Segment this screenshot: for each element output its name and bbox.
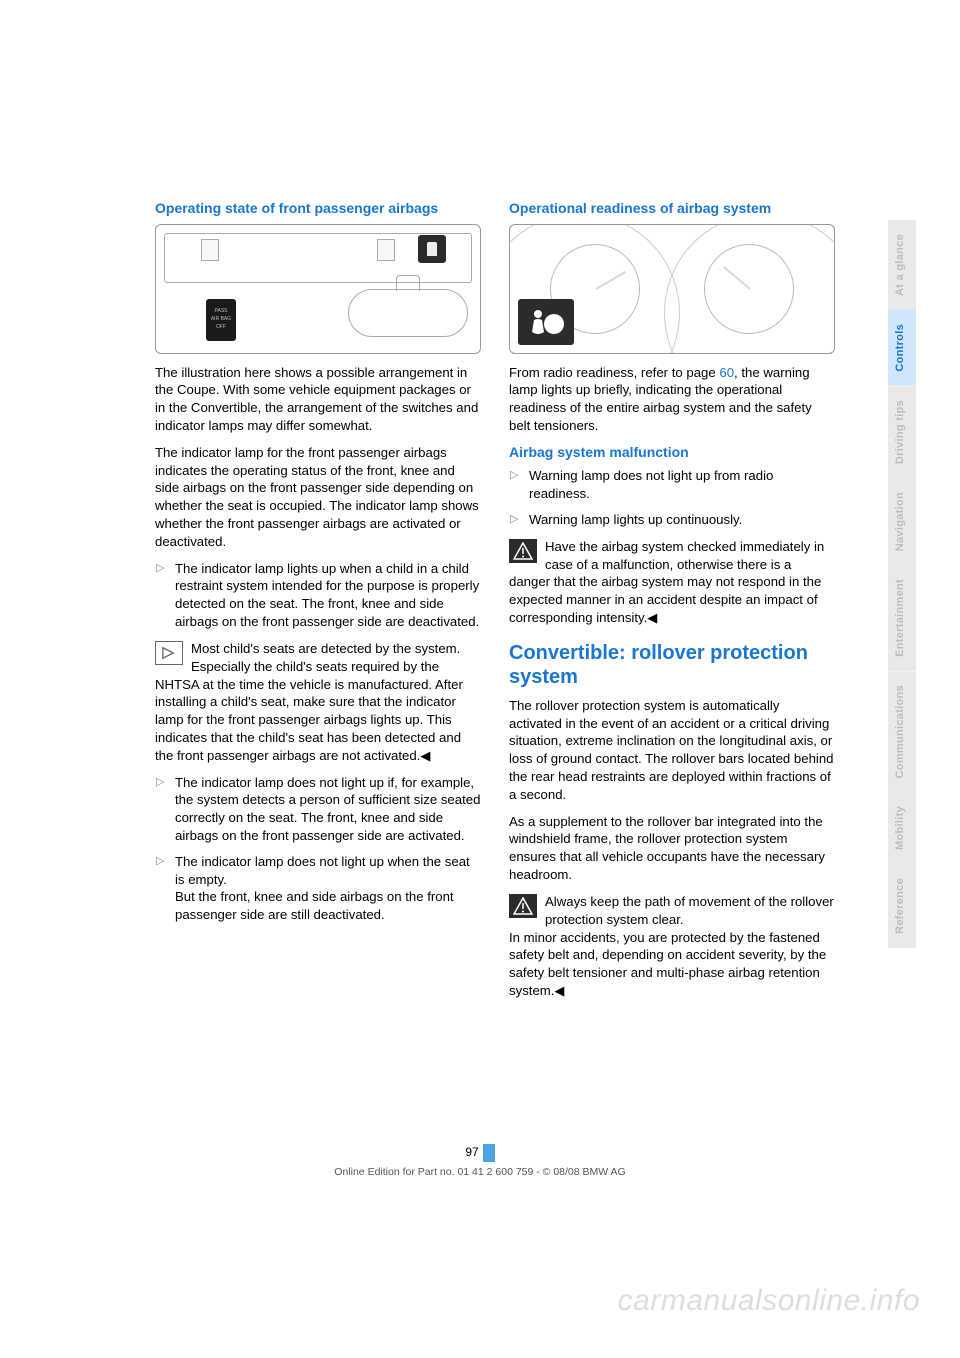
- tab-navigation[interactable]: Navigation: [888, 478, 916, 565]
- left-p1: The illustration here shows a possible a…: [155, 364, 481, 435]
- warning-text-1: Have the airbag system checked immediate…: [509, 539, 824, 625]
- switch-line2: AIR BAG: [211, 316, 231, 323]
- tab-driving-tips[interactable]: Driving tips: [888, 386, 916, 478]
- switch-line1: PASS: [215, 308, 228, 315]
- side-tabs: At a glance Controls Driving tips Naviga…: [888, 220, 916, 948]
- watermark: carmanualsonline.info: [618, 1284, 920, 1318]
- left-list-1: The indicator lamp lights up when a chil…: [155, 560, 481, 631]
- note-callout: Most child's seats are detected by the s…: [155, 640, 481, 765]
- page-footer: 97 Online Edition for Part no. 01 41 2 6…: [0, 1144, 960, 1178]
- page-number: 97: [0, 1144, 960, 1162]
- figure-passenger-airbag: PASS AIR BAG OFF M65M0712NA: [155, 224, 481, 354]
- list-item: Warning lamp lights up continuously.: [509, 511, 835, 529]
- left-column: Operating state of front passenger airba…: [155, 200, 481, 1009]
- li3-line1: The indicator lamp does not light up whe…: [175, 854, 470, 887]
- page-reference-link[interactable]: 60: [719, 365, 734, 380]
- airbag-off-switch: PASS AIR BAG OFF: [206, 299, 236, 341]
- page-marker: [483, 1144, 495, 1162]
- footer-edition-line: Online Edition for Part no. 01 41 2 600 …: [334, 1166, 625, 1178]
- tab-at-a-glance[interactable]: At a glance: [888, 220, 916, 310]
- warning-text-2a: Always keep the path of movement of the …: [545, 894, 834, 927]
- callout-text: Most child's seats are detected by the s…: [155, 641, 463, 763]
- malfunction-list: Warning lamp does not light up from radi…: [509, 467, 835, 528]
- dash-vent-left: [201, 239, 219, 261]
- left-heading: Operating state of front passenger airba…: [155, 200, 481, 218]
- right-p3: As a supplement to the rollover bar inte…: [509, 813, 835, 884]
- warning-icon: [509, 539, 537, 563]
- figure-airbag-readiness: M65011212NA: [509, 224, 835, 354]
- list-item: Warning lamp does not light up from radi…: [509, 467, 835, 503]
- right-p2: The rollover protection system is automa…: [509, 697, 835, 804]
- warning-callout-1: Have the airbag system checked immediate…: [509, 538, 835, 627]
- malfunction-heading: Airbag system malfunction: [509, 444, 835, 462]
- dash-vent-right: [377, 239, 395, 261]
- rollover-section-heading: Convertible: rollover protection system: [509, 641, 835, 689]
- page-content: Operating state of front passenger airba…: [155, 200, 835, 1009]
- tab-mobility[interactable]: Mobility: [888, 792, 916, 864]
- right-heading: Operational readiness of airbag system: [509, 200, 835, 218]
- warning-icon: [509, 894, 537, 918]
- li3-line2: But the front, knee and side airbags on …: [175, 889, 454, 922]
- tab-communications[interactable]: Communications: [888, 671, 916, 792]
- note-icon: [155, 641, 183, 665]
- warning-callout-2: Always keep the path of movement of the …: [509, 893, 835, 1000]
- warning-text-2b: In minor accidents, you are protected by…: [509, 930, 826, 998]
- page-number-text: 97: [465, 1145, 478, 1159]
- left-list-2: The indicator lamp does not light up if,…: [155, 774, 481, 925]
- right-p1: From radio readiness, refer to page 60, …: [509, 364, 835, 435]
- right-column: Operational readiness of airbag system M…: [509, 200, 835, 1009]
- tab-reference[interactable]: Reference: [888, 864, 916, 948]
- rearview-mirror: [348, 289, 468, 337]
- person-icon: [418, 235, 446, 263]
- p1-a: From radio readiness, refer to page: [509, 365, 719, 380]
- switch-line3: OFF: [216, 324, 226, 331]
- left-p2: The indicator lamp for the front passeng…: [155, 444, 481, 551]
- list-item: The indicator lamp does not light up whe…: [155, 853, 481, 924]
- list-item: The indicator lamp lights up when a chil…: [155, 560, 481, 631]
- tab-controls[interactable]: Controls: [888, 310, 916, 386]
- tab-entertainment[interactable]: Entertainment: [888, 565, 916, 671]
- airbag-warning-icon: [518, 299, 574, 345]
- two-columns: Operating state of front passenger airba…: [155, 200, 835, 1009]
- list-item: The indicator lamp does not light up if,…: [155, 774, 481, 845]
